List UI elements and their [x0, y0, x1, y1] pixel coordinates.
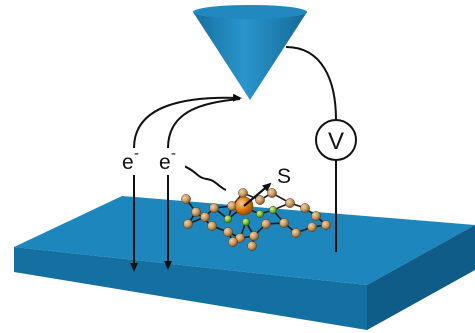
spin-label: S [277, 165, 291, 188]
substrate-right-face [367, 225, 475, 330]
substrate-top-face [14, 196, 475, 285]
ligand-atom [311, 211, 321, 221]
molecule-icon [181, 188, 331, 251]
ligand-atom [291, 228, 301, 238]
stm-tip-icon [193, 5, 307, 100]
electron-wavy-path [180, 164, 227, 191]
ligand-atom [238, 188, 248, 198]
nitrogen-atom [223, 214, 233, 224]
substrate-front-face [14, 247, 367, 330]
electron-label-right: e - [155, 145, 185, 174]
ligand-atom [285, 198, 295, 208]
ligand-atom [183, 219, 193, 229]
nitrogen-atom [241, 217, 251, 227]
electron-label-left: e - [118, 145, 148, 174]
ligand-atom [228, 237, 238, 247]
circuit-wire [285, 46, 337, 252]
ligand-atom [300, 203, 310, 213]
electron-right-text: e [159, 151, 171, 174]
ligand-atom [261, 219, 271, 229]
ligand-atom [181, 194, 191, 204]
ligand-atom [307, 222, 317, 232]
substrate [14, 196, 475, 330]
ligand-atom [321, 220, 331, 230]
ligand-atom [200, 212, 210, 222]
electron-path-left-to-tip [133, 93, 242, 149]
nitrogen-atom [268, 205, 278, 215]
spin-arrow-icon [243, 182, 272, 207]
ligand-atom [207, 221, 217, 231]
voltmeter-label: V [328, 128, 344, 155]
ligand-atom [249, 231, 259, 241]
nitrogen-atom [255, 209, 265, 219]
ligand-atom [223, 227, 233, 237]
ligand-atom [191, 207, 201, 217]
electron-right-charge: - [171, 145, 176, 162]
ligand-atom [255, 195, 265, 205]
ligand-atom [267, 188, 277, 198]
ligand-atom [279, 218, 289, 228]
electron-left-text: e [122, 151, 134, 174]
electron-path-right-to-tip [167, 98, 241, 149]
electron-paths [130, 93, 242, 272]
electron-left-charge: - [134, 145, 139, 162]
ligand-atom [209, 203, 219, 213]
voltmeter-icon: V [315, 119, 357, 161]
ligand-atom [247, 241, 257, 251]
tip-top-ellipse [193, 5, 307, 19]
ligand-atoms [181, 188, 331, 251]
